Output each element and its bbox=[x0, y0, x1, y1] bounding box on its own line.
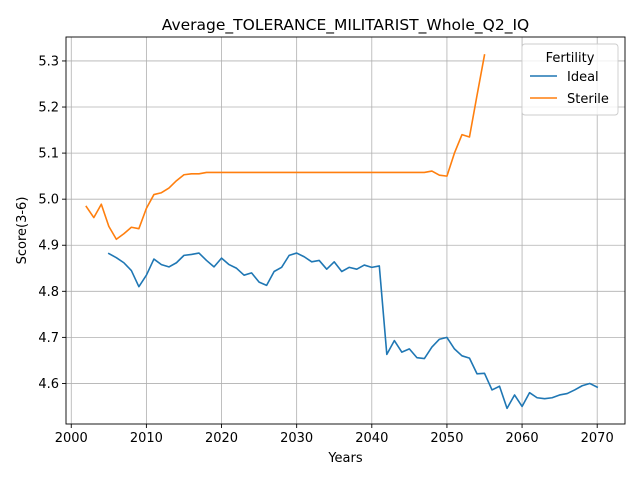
y-tick-label: 5.3 bbox=[38, 54, 59, 69]
y-axis: 4.6 4.7 4.8 4.9 5.0 5.1 5.2 5.3 bbox=[38, 54, 66, 392]
plot-frame bbox=[65, 36, 626, 425]
y-tick-label: 4.7 bbox=[38, 331, 59, 346]
x-tick-label: 2040 bbox=[355, 431, 388, 446]
x-tick-label: 2070 bbox=[581, 431, 614, 446]
x-tick-label: 2050 bbox=[430, 431, 463, 446]
y-tick-label: 5.0 bbox=[38, 193, 59, 208]
chart-title: Average_TOLERANCE_MILITARIST_Whole_Q2_IQ bbox=[162, 16, 529, 35]
legend-label-ideal: Ideal bbox=[567, 70, 599, 85]
y-tick-label: 4.9 bbox=[38, 239, 59, 254]
series-line-sterile bbox=[85, 54, 486, 241]
legend-title: Fertility bbox=[546, 51, 595, 66]
x-tick-label: 2030 bbox=[280, 431, 313, 446]
legend-label-sterile: Sterile bbox=[567, 92, 609, 107]
series-layer bbox=[85, 54, 599, 410]
x-tick-label: 2020 bbox=[205, 431, 238, 446]
x-tick-label: 2060 bbox=[506, 431, 539, 446]
x-axis-label: Years bbox=[327, 451, 363, 466]
x-tick-label: 2010 bbox=[130, 431, 163, 446]
y-axis-label: Score(3-6) bbox=[15, 197, 30, 265]
y-tick-label: 4.8 bbox=[38, 285, 59, 300]
y-tick-label: 5.2 bbox=[38, 101, 59, 116]
x-axis: 2000 2010 2020 2030 2040 2050 2060 2070 bbox=[55, 424, 614, 446]
x-tick-label: 2000 bbox=[55, 431, 88, 446]
legend: Fertility Ideal Sterile bbox=[521, 43, 619, 116]
series-line-ideal bbox=[107, 252, 599, 410]
y-tick-label: 5.1 bbox=[38, 147, 59, 162]
y-tick-label: 4.6 bbox=[38, 377, 59, 392]
